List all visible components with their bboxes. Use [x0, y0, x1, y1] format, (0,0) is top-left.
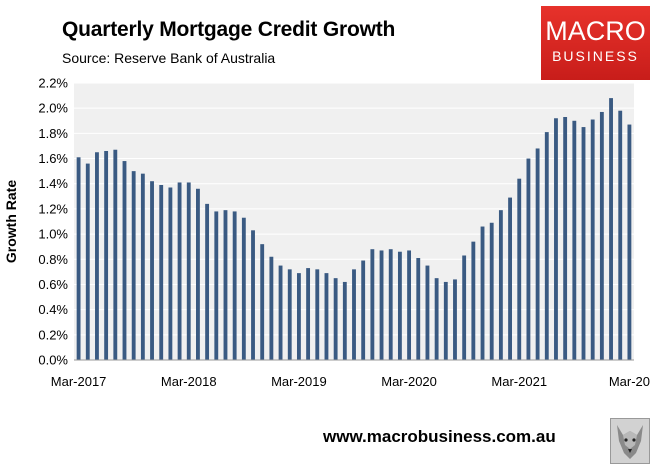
y-axis-title: Growth Rate — [3, 180, 19, 263]
bar — [453, 279, 457, 360]
y-tick-label: 0.4% — [38, 302, 68, 317]
bar — [462, 255, 467, 360]
y-tick-label: 1.8% — [38, 126, 68, 141]
y-tick-label: 0.2% — [38, 327, 68, 342]
bar — [581, 127, 586, 361]
bar — [113, 149, 118, 360]
logo-line-1: MACRO — [545, 16, 646, 46]
y-tick-label: 1.4% — [38, 176, 68, 191]
wolf-icon — [610, 418, 650, 464]
chart-title: Quarterly Mortgage Credit Growth — [62, 18, 396, 41]
y-tick-label: 0.6% — [38, 277, 68, 292]
y-tick-label: 2.2% — [38, 76, 68, 91]
bar — [508, 197, 512, 360]
bar — [232, 211, 237, 360]
bar — [296, 273, 301, 360]
bar — [416, 258, 421, 360]
bar — [471, 241, 476, 360]
bar — [214, 211, 219, 360]
macrobusiness-logo[interactable]: MACRO BUSINESS — [541, 6, 650, 80]
bar — [572, 120, 577, 360]
bar — [140, 173, 145, 360]
bar — [104, 150, 109, 360]
bar — [388, 249, 393, 360]
bar — [306, 268, 311, 360]
bar — [489, 222, 494, 360]
bar — [287, 269, 292, 360]
bar — [517, 178, 522, 360]
bar — [269, 256, 274, 360]
bar — [278, 265, 283, 360]
bar — [554, 118, 558, 360]
bar — [85, 163, 90, 360]
x-tick-label: Mar-2019 — [271, 374, 327, 389]
bar — [443, 281, 448, 360]
bar — [95, 152, 99, 360]
bar — [370, 249, 375, 360]
bar — [609, 98, 613, 360]
bar — [223, 210, 228, 360]
bar — [168, 187, 173, 360]
y-tick-label: 0.8% — [38, 252, 68, 267]
y-tick-label: 1.2% — [38, 201, 68, 216]
y-tick-label: 1.6% — [38, 151, 68, 166]
bar — [434, 278, 439, 360]
bar — [563, 116, 568, 360]
x-tick-label: Mar-2017 — [51, 374, 107, 389]
bar — [251, 230, 255, 360]
bar — [535, 148, 540, 360]
bar — [241, 217, 246, 360]
bar — [333, 278, 338, 360]
bar — [361, 260, 366, 360]
x-tick-label: Mar-2020 — [381, 374, 437, 389]
bar — [352, 269, 356, 360]
bar — [618, 110, 623, 360]
bar — [159, 184, 164, 360]
bar — [324, 273, 329, 360]
bar — [425, 265, 430, 360]
x-tick-label: Mar-20 — [609, 374, 650, 389]
x-tick-label: Mar-2018 — [161, 374, 217, 389]
bar-chart: 0.0% 0.2% 0.4% 0.6% 0.8% 1.0% 1.2% 1.4% 1.6% 1.8%… — [3, 76, 650, 390]
bar — [590, 119, 595, 360]
bar — [544, 132, 549, 360]
bar — [627, 124, 632, 360]
bar — [315, 269, 320, 360]
logo-line-2: BUSINESS — [552, 48, 639, 64]
bar — [342, 281, 347, 360]
bar — [150, 181, 154, 360]
y-tick-label: 2.0% — [38, 101, 68, 116]
bar — [205, 203, 210, 360]
chart-source: Source: Reserve Bank of Australia — [62, 50, 276, 66]
bar — [122, 161, 127, 360]
bar — [407, 250, 412, 360]
bar — [498, 210, 503, 360]
x-tick-label: Mar-2021 — [491, 374, 547, 389]
bar — [131, 171, 136, 360]
website-url[interactable]: www.macrobusiness.com.au — [323, 427, 556, 446]
y-tick-label: 0.0% — [38, 353, 68, 368]
bar — [76, 157, 81, 360]
bar — [196, 188, 200, 360]
bar — [379, 250, 384, 360]
bar — [599, 111, 604, 360]
bar — [260, 244, 265, 360]
bar — [526, 158, 531, 360]
bar — [480, 226, 485, 360]
bar — [177, 182, 182, 360]
y-tick-label: 1.0% — [38, 227, 68, 242]
bar — [186, 182, 191, 360]
bar — [397, 251, 402, 360]
